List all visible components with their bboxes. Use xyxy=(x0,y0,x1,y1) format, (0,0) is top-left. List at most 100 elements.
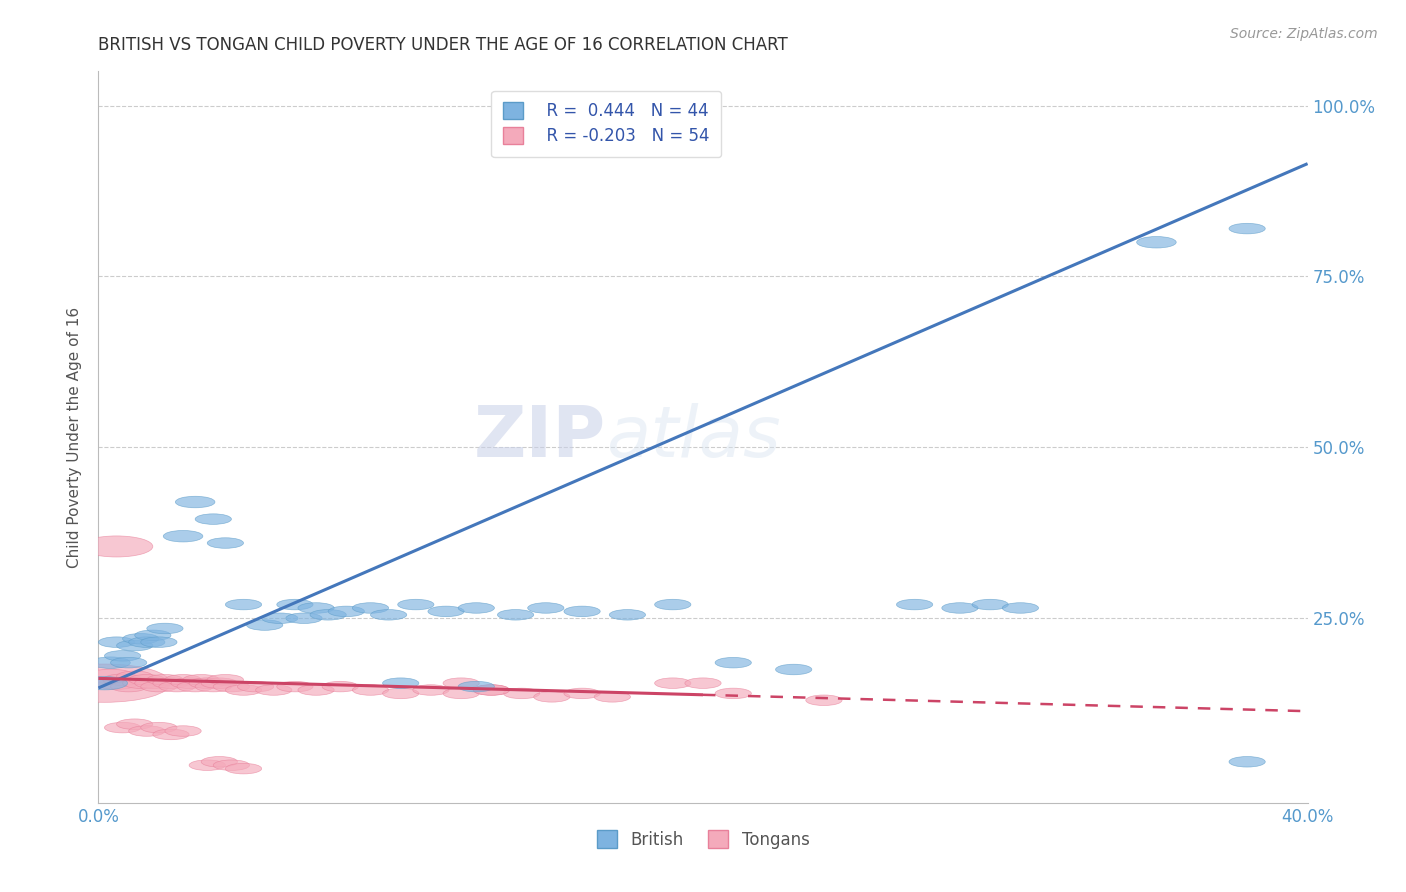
Ellipse shape xyxy=(685,678,721,689)
Y-axis label: Child Poverty Under the Age of 16: Child Poverty Under the Age of 16 xyxy=(67,307,83,567)
Ellipse shape xyxy=(382,678,419,689)
Ellipse shape xyxy=(146,624,183,633)
Ellipse shape xyxy=(141,681,177,692)
Ellipse shape xyxy=(135,630,172,640)
Ellipse shape xyxy=(298,603,335,613)
Ellipse shape xyxy=(1229,756,1265,767)
Ellipse shape xyxy=(427,607,464,616)
Ellipse shape xyxy=(201,678,238,689)
Ellipse shape xyxy=(96,677,138,690)
Ellipse shape xyxy=(564,688,600,698)
Ellipse shape xyxy=(474,685,509,695)
Ellipse shape xyxy=(98,637,135,648)
Ellipse shape xyxy=(262,613,298,624)
Ellipse shape xyxy=(285,613,322,624)
Ellipse shape xyxy=(371,609,406,620)
Ellipse shape xyxy=(503,688,540,698)
Ellipse shape xyxy=(716,688,751,698)
Ellipse shape xyxy=(382,688,419,698)
Legend: British, Tongans: British, Tongans xyxy=(585,819,821,860)
Ellipse shape xyxy=(103,674,142,685)
Ellipse shape xyxy=(165,726,201,736)
Ellipse shape xyxy=(1002,603,1039,613)
Ellipse shape xyxy=(159,681,195,692)
Ellipse shape xyxy=(183,674,219,685)
Ellipse shape xyxy=(1136,236,1177,248)
Ellipse shape xyxy=(806,695,842,706)
Text: BRITISH VS TONGAN CHILD POVERTY UNDER THE AGE OF 16 CORRELATION CHART: BRITISH VS TONGAN CHILD POVERTY UNDER TH… xyxy=(98,36,789,54)
Ellipse shape xyxy=(413,685,449,695)
Ellipse shape xyxy=(86,669,135,683)
Ellipse shape xyxy=(609,609,645,620)
Ellipse shape xyxy=(942,603,979,613)
Ellipse shape xyxy=(153,678,190,689)
Ellipse shape xyxy=(225,599,262,610)
Ellipse shape xyxy=(972,599,1008,610)
Ellipse shape xyxy=(309,609,346,620)
Ellipse shape xyxy=(474,685,509,695)
Text: atlas: atlas xyxy=(606,402,780,472)
Ellipse shape xyxy=(246,620,283,631)
Ellipse shape xyxy=(328,607,364,616)
Ellipse shape xyxy=(207,538,243,549)
Ellipse shape xyxy=(129,726,165,736)
Ellipse shape xyxy=(153,729,190,739)
Ellipse shape xyxy=(188,678,225,689)
Text: Source: ZipAtlas.com: Source: ZipAtlas.com xyxy=(1230,27,1378,41)
Ellipse shape xyxy=(238,681,274,692)
Ellipse shape xyxy=(443,688,479,698)
Ellipse shape xyxy=(225,685,262,695)
Ellipse shape xyxy=(214,681,250,692)
Ellipse shape xyxy=(353,603,388,613)
Ellipse shape xyxy=(141,637,177,648)
Ellipse shape xyxy=(1229,223,1265,234)
Ellipse shape xyxy=(201,756,238,767)
Ellipse shape xyxy=(398,599,434,610)
Ellipse shape xyxy=(534,691,569,702)
Ellipse shape xyxy=(141,723,177,733)
Ellipse shape xyxy=(104,650,141,661)
Ellipse shape xyxy=(129,674,165,685)
Ellipse shape xyxy=(146,674,183,685)
Ellipse shape xyxy=(225,764,262,774)
Ellipse shape xyxy=(776,665,811,674)
Ellipse shape xyxy=(129,637,165,648)
Ellipse shape xyxy=(897,599,932,610)
Ellipse shape xyxy=(655,678,690,689)
Ellipse shape xyxy=(298,685,335,695)
Ellipse shape xyxy=(443,678,479,689)
Ellipse shape xyxy=(195,514,232,524)
Ellipse shape xyxy=(135,678,172,689)
Ellipse shape xyxy=(117,671,153,681)
Ellipse shape xyxy=(564,607,600,616)
Ellipse shape xyxy=(595,691,630,702)
Ellipse shape xyxy=(91,657,131,668)
Text: ZIP: ZIP xyxy=(474,402,606,472)
Ellipse shape xyxy=(172,678,207,689)
Ellipse shape xyxy=(117,640,153,651)
Ellipse shape xyxy=(165,674,201,685)
Ellipse shape xyxy=(111,657,146,668)
Ellipse shape xyxy=(122,678,159,689)
Ellipse shape xyxy=(177,681,214,692)
Ellipse shape xyxy=(655,599,690,610)
Ellipse shape xyxy=(353,685,388,695)
Ellipse shape xyxy=(188,760,225,771)
Ellipse shape xyxy=(322,681,359,692)
Ellipse shape xyxy=(458,603,495,613)
Ellipse shape xyxy=(176,496,215,508)
Ellipse shape xyxy=(207,674,243,685)
Ellipse shape xyxy=(195,681,232,692)
Ellipse shape xyxy=(277,599,314,610)
Ellipse shape xyxy=(458,681,495,692)
Ellipse shape xyxy=(80,536,153,557)
Ellipse shape xyxy=(122,633,159,644)
Ellipse shape xyxy=(214,760,250,771)
Ellipse shape xyxy=(82,676,128,690)
Ellipse shape xyxy=(111,681,146,692)
Ellipse shape xyxy=(277,681,314,692)
Ellipse shape xyxy=(716,657,751,668)
Ellipse shape xyxy=(527,603,564,613)
Ellipse shape xyxy=(117,719,153,730)
Ellipse shape xyxy=(256,685,292,695)
